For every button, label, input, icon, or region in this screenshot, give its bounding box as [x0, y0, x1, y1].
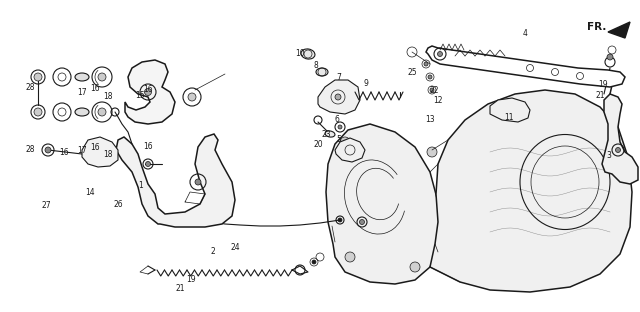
- Circle shape: [45, 147, 51, 153]
- Circle shape: [335, 94, 341, 100]
- Text: 14: 14: [84, 188, 95, 197]
- Text: 19: 19: [598, 80, 608, 89]
- Text: 9: 9: [364, 79, 369, 88]
- Text: 18: 18: [103, 92, 112, 100]
- Circle shape: [34, 108, 42, 116]
- Ellipse shape: [325, 131, 335, 137]
- Text: 21: 21: [596, 91, 605, 100]
- Ellipse shape: [301, 49, 315, 59]
- Polygon shape: [608, 22, 630, 38]
- Polygon shape: [490, 98, 530, 122]
- Circle shape: [616, 148, 621, 153]
- Text: 27: 27: [41, 202, 51, 210]
- Polygon shape: [335, 138, 365, 162]
- Ellipse shape: [75, 108, 89, 116]
- Circle shape: [607, 54, 613, 60]
- Text: 22: 22: [429, 86, 438, 95]
- Text: 11: 11: [504, 114, 513, 122]
- Text: 10: 10: [294, 49, 305, 58]
- Polygon shape: [326, 124, 440, 284]
- Text: 16: 16: [143, 85, 154, 94]
- Text: 23: 23: [321, 130, 332, 139]
- Text: 16: 16: [90, 85, 100, 93]
- Circle shape: [34, 73, 42, 81]
- Text: 12: 12: [434, 96, 443, 105]
- Circle shape: [410, 262, 420, 272]
- Circle shape: [428, 75, 432, 79]
- Circle shape: [98, 108, 106, 116]
- Text: 18: 18: [103, 150, 112, 159]
- Text: 26: 26: [113, 200, 124, 209]
- Text: 16: 16: [90, 143, 100, 152]
- Text: 19: 19: [186, 275, 196, 284]
- Polygon shape: [430, 90, 632, 292]
- Text: 28: 28: [26, 145, 35, 154]
- Circle shape: [98, 73, 106, 81]
- Circle shape: [338, 125, 342, 129]
- Text: 4: 4: [522, 29, 527, 38]
- Circle shape: [58, 108, 66, 116]
- Text: 15: 15: [134, 91, 145, 100]
- Text: 21: 21: [176, 284, 185, 293]
- Circle shape: [438, 51, 442, 56]
- Polygon shape: [116, 134, 235, 227]
- Text: FR.: FR.: [587, 22, 606, 32]
- Text: 5: 5: [337, 135, 342, 144]
- Circle shape: [338, 218, 342, 222]
- Polygon shape: [602, 94, 638, 184]
- Text: 2: 2: [210, 247, 215, 256]
- Text: 20: 20: [314, 140, 324, 149]
- Polygon shape: [426, 46, 625, 87]
- Circle shape: [424, 62, 428, 66]
- Polygon shape: [318, 80, 360, 114]
- Text: 24: 24: [230, 243, 241, 251]
- Circle shape: [360, 220, 365, 225]
- Circle shape: [427, 147, 437, 157]
- Polygon shape: [82, 137, 118, 167]
- Circle shape: [430, 88, 434, 92]
- Text: 13: 13: [425, 115, 435, 124]
- Text: 7: 7: [337, 73, 342, 82]
- Text: 6: 6: [334, 115, 339, 124]
- Circle shape: [58, 73, 66, 81]
- Text: 17: 17: [77, 88, 87, 96]
- Text: 8: 8: [313, 61, 318, 70]
- Circle shape: [145, 162, 150, 167]
- Circle shape: [188, 93, 196, 101]
- Circle shape: [340, 137, 350, 147]
- Text: 17: 17: [77, 146, 87, 155]
- Text: 1: 1: [138, 181, 143, 190]
- Circle shape: [145, 89, 152, 95]
- Text: 3: 3: [607, 152, 612, 160]
- Text: 25: 25: [408, 68, 418, 77]
- Text: 28: 28: [26, 84, 35, 92]
- Text: 16: 16: [59, 149, 69, 157]
- Polygon shape: [125, 60, 175, 124]
- Circle shape: [195, 179, 201, 185]
- Circle shape: [345, 252, 355, 262]
- Circle shape: [312, 260, 316, 264]
- Ellipse shape: [75, 73, 89, 81]
- Text: 16: 16: [143, 142, 154, 150]
- Ellipse shape: [316, 68, 328, 76]
